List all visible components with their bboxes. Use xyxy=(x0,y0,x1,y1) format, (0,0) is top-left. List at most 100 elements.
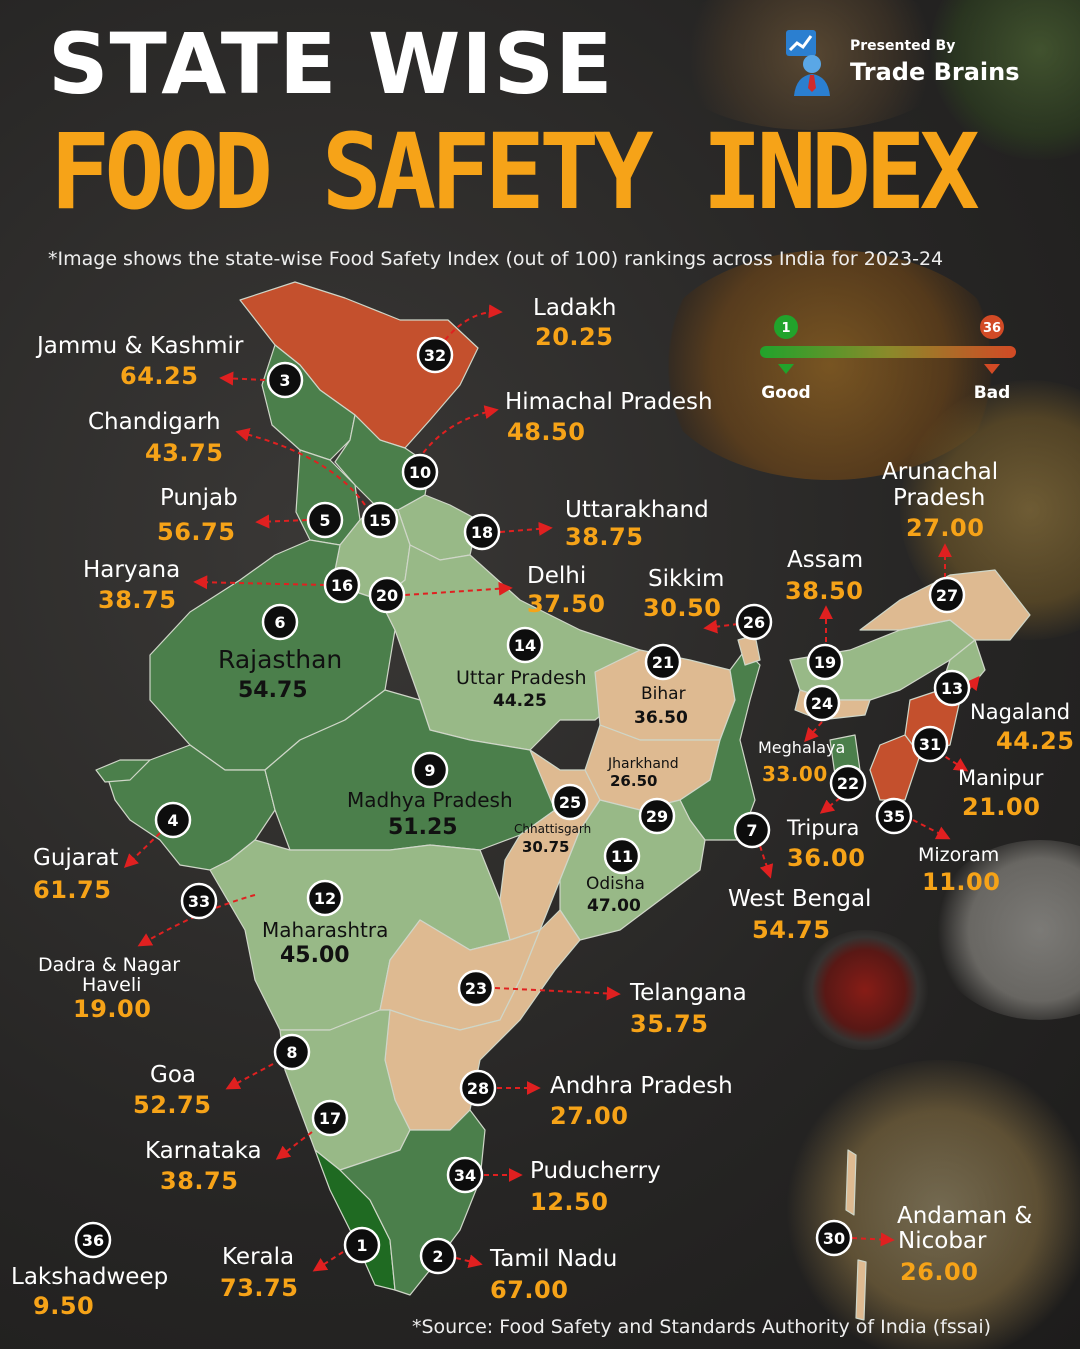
rank-badge: 35 xyxy=(875,797,913,835)
rank-badge-number: 6 xyxy=(274,613,285,632)
rank-badge: 25 xyxy=(551,783,589,821)
rank-badge-circle xyxy=(273,1033,311,1071)
label-nagaland-name: Nagaland xyxy=(970,700,1071,724)
label-andaman-name-1: Andaman & xyxy=(897,1203,1033,1229)
arrow-jammu-kashmir xyxy=(219,371,266,386)
presented-by-text: Presented By xyxy=(850,38,956,54)
rank-badge-number: 12 xyxy=(314,889,336,908)
rank-badge-circle xyxy=(911,725,949,763)
rank-badge-number: 35 xyxy=(883,807,905,826)
label-dadra-score: 19.00 xyxy=(73,995,152,1023)
rank-badge-circle xyxy=(815,1219,853,1257)
label-bihar-name: Bihar xyxy=(641,684,686,704)
rank-badge: 28 xyxy=(459,1069,497,1107)
label-jharkhand-name: Jharkhand xyxy=(608,756,679,772)
label-kerala-score: 73.75 xyxy=(220,1274,299,1302)
rank-badge-circle xyxy=(266,361,304,399)
label-west-bengal-score: 54.75 xyxy=(752,916,831,944)
rank-badge-circle xyxy=(875,797,913,835)
rank-badge: 23 xyxy=(457,969,495,1007)
label-chhattisgarh-score: 30.75 xyxy=(522,838,570,856)
rank-badge-number: 19 xyxy=(814,653,836,672)
label-chandigarh-name: Chandigarh xyxy=(88,409,221,435)
rank-badge-number: 21 xyxy=(652,653,674,672)
rank-badge-number: 17 xyxy=(319,1109,341,1128)
rank-badge-number: 2 xyxy=(432,1247,443,1266)
rank-badge-circle xyxy=(603,837,641,875)
rank-badge-number: 27 xyxy=(936,586,958,605)
rank-badge-circle xyxy=(306,501,344,539)
label-karnataka-score: 38.75 xyxy=(160,1167,239,1195)
label-manipur-score: 21.00 xyxy=(962,793,1041,821)
label-rajasthan-name: Rajasthan xyxy=(218,645,343,674)
label-lakshadweep-name: Lakshadweep xyxy=(11,1264,169,1290)
region-andaman-nicobar xyxy=(845,1149,867,1321)
legend: 1 36 Good Bad xyxy=(760,315,1016,402)
rank-badge-number: 1 xyxy=(356,1236,367,1255)
label-maharashtra-score: 45.00 xyxy=(280,943,350,968)
arrow-uttarakhand xyxy=(499,521,553,536)
label-uttarakhand-score: 38.75 xyxy=(565,523,644,551)
rank-badge-circle xyxy=(154,801,192,839)
label-goa-score: 52.75 xyxy=(133,1091,212,1119)
rank-badge: 30 xyxy=(815,1219,853,1257)
rank-badge: 3 xyxy=(266,361,304,399)
label-mizoram-name: Mizoram xyxy=(918,844,1000,866)
label-andaman-score: 26.00 xyxy=(900,1258,979,1286)
subtitle: *Image shows the state-wise Food Safety … xyxy=(48,248,944,270)
rank-badges: 1234567891011121314151617181920212223242… xyxy=(74,336,971,1275)
rank-badge-circle xyxy=(933,669,971,707)
rank-badge: 10 xyxy=(401,453,439,491)
rank-badge-circle xyxy=(311,1099,349,1137)
arrow-karnataka xyxy=(275,1131,313,1160)
brand-block: Presented By Trade Brains xyxy=(772,26,1032,96)
rank-badge: 8 xyxy=(273,1033,311,1071)
label-telangana-name: Telangana xyxy=(630,980,747,1006)
label-madhya-pradesh-name: Madhya Pradesh xyxy=(347,788,513,812)
label-sikkim-score: 30.50 xyxy=(643,594,722,622)
label-meghalaya-name: Meghalaya xyxy=(758,738,846,757)
rank-badge-circle xyxy=(261,603,299,641)
rank-badge: 19 xyxy=(806,643,844,681)
rank-badge-circle xyxy=(733,811,771,849)
label-maharashtra-name: Maharashtra xyxy=(262,918,389,942)
label-andhra-score: 27.00 xyxy=(550,1102,629,1130)
rank-badge: 29 xyxy=(638,797,676,835)
rank-badge-number: 28 xyxy=(467,1079,489,1098)
arrow-west-bengal xyxy=(759,845,774,879)
rank-badge-circle xyxy=(368,576,406,614)
arrow-kerala xyxy=(312,1251,344,1272)
label-himachal-name: Himachal Pradesh xyxy=(505,389,713,415)
food-bread-decor xyxy=(780,1060,1080,1349)
arrow-sikkim xyxy=(703,619,739,634)
label-punjab-name: Punjab xyxy=(160,485,238,511)
rank-badge-number: 9 xyxy=(424,761,435,780)
label-assam-score: 38.50 xyxy=(785,577,864,605)
label-puducherry-score: 12.50 xyxy=(530,1188,609,1216)
label-himachal-score: 48.50 xyxy=(507,418,586,446)
rank-badge-number: 36 xyxy=(82,1231,104,1250)
rank-badge: 21 xyxy=(644,643,682,681)
arrow-ladakh xyxy=(444,304,503,341)
rank-badge-number: 16 xyxy=(331,576,353,595)
label-chandigarh-score: 43.75 xyxy=(145,439,224,467)
label-dadra-name-1: Dadra & Nagar xyxy=(38,954,181,976)
label-goa-name: Goa xyxy=(150,1062,196,1088)
rank-badge: 16 xyxy=(323,566,361,604)
label-chhattisgarh-name: Chhattisgarh xyxy=(514,822,592,836)
rank-badge-number: 14 xyxy=(514,636,536,655)
rank-badge-circle xyxy=(401,453,439,491)
rank-badge-circle xyxy=(361,501,399,539)
rank-badge-circle xyxy=(306,879,344,917)
rank-badge-circle xyxy=(638,797,676,835)
rank-badge-circle xyxy=(829,764,867,802)
rank-badge-circle xyxy=(74,1221,112,1259)
chart-presenter-icon xyxy=(786,30,830,96)
label-assam-name: Assam xyxy=(787,547,864,573)
arrow-tamil-nadu xyxy=(455,1254,483,1269)
rank-badge-number: 20 xyxy=(376,586,398,605)
rank-badge: 14 xyxy=(506,626,544,664)
rank-badge: 34 xyxy=(446,1156,484,1194)
